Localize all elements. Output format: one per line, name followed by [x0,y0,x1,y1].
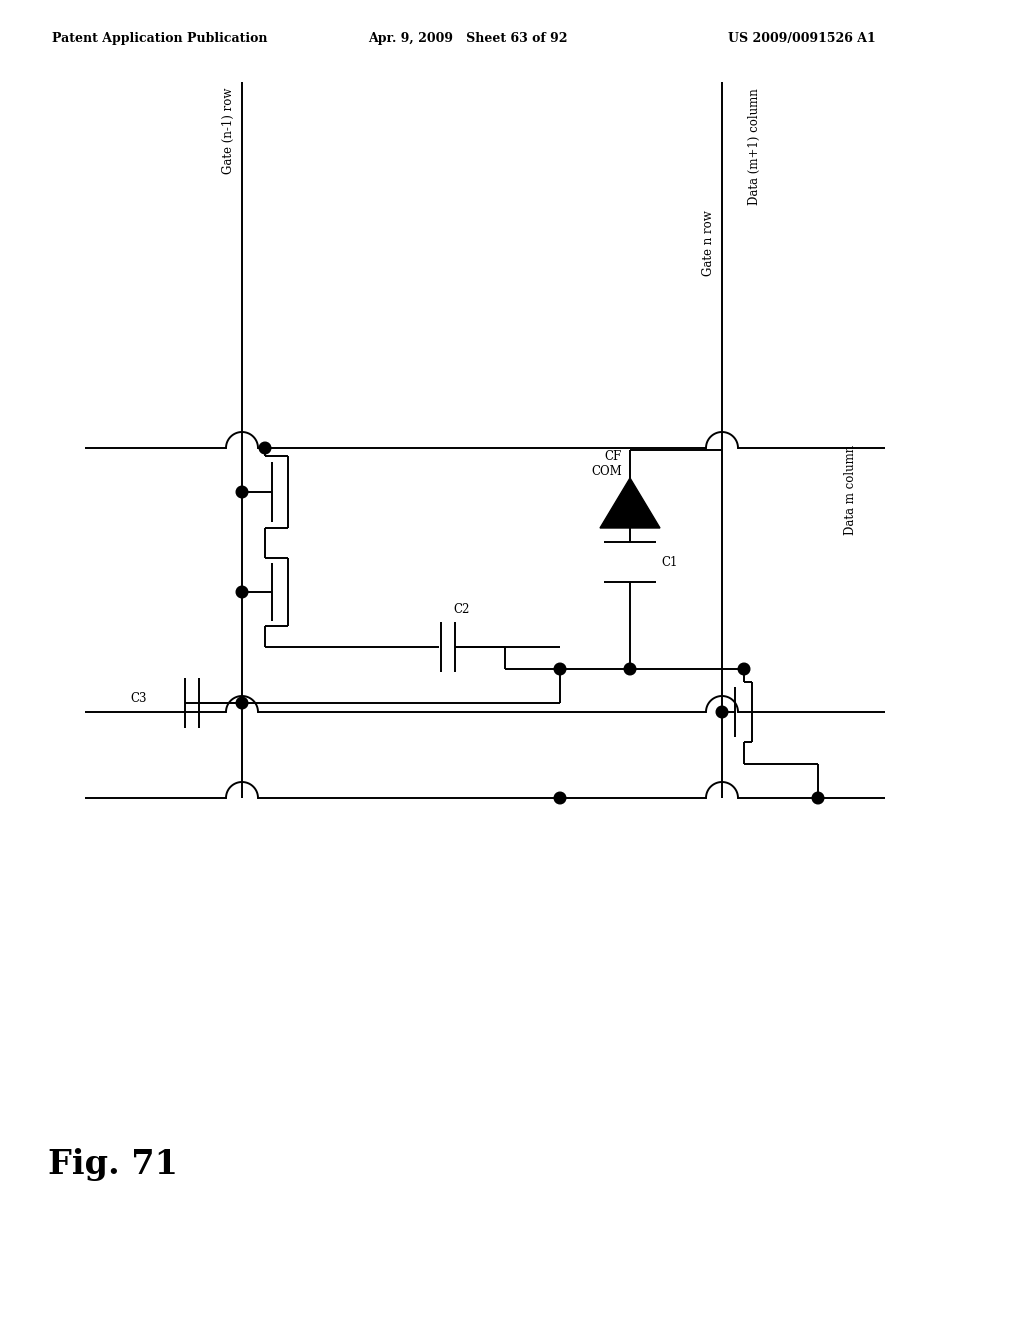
Text: Patent Application Publication: Patent Application Publication [52,32,267,45]
Circle shape [237,697,248,709]
Circle shape [716,706,728,718]
Circle shape [738,663,750,675]
Circle shape [554,792,566,804]
Text: Data (m+1) column: Data (m+1) column [748,88,761,205]
Circle shape [237,486,248,498]
Text: C2: C2 [453,603,469,616]
Text: Data m column: Data m column [844,445,856,535]
Polygon shape [600,478,660,528]
Text: Apr. 9, 2009   Sheet 63 of 92: Apr. 9, 2009 Sheet 63 of 92 [368,32,567,45]
Text: CF
COM: CF COM [591,450,622,478]
Circle shape [625,663,636,675]
Text: Gate n row: Gate n row [701,210,715,276]
Text: C1: C1 [662,556,677,569]
Text: Gate (n-1) row: Gate (n-1) row [221,88,234,174]
Text: C3: C3 [130,693,146,705]
Circle shape [259,442,270,454]
Text: Fig. 71: Fig. 71 [48,1148,178,1181]
Circle shape [554,663,566,675]
Circle shape [237,586,248,598]
Text: US 2009/0091526 A1: US 2009/0091526 A1 [728,32,876,45]
Circle shape [812,792,823,804]
